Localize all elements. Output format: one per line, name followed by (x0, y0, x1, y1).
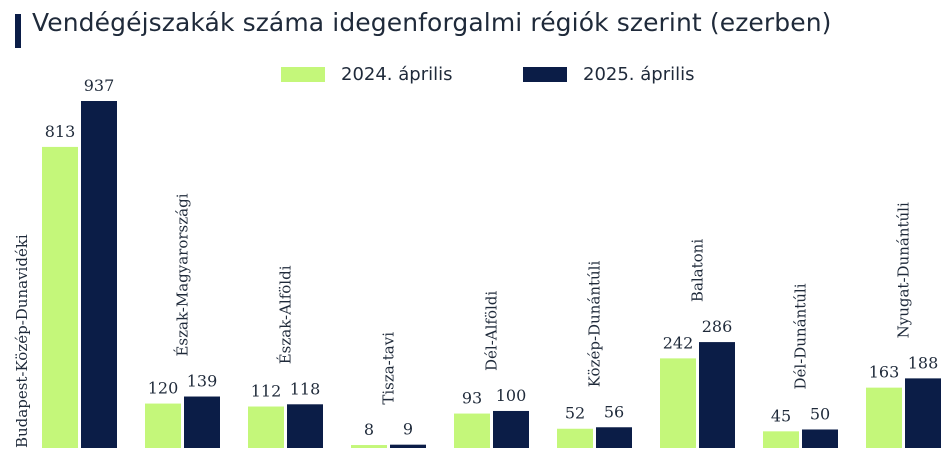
data-label-budapest-kozep-dunavideki-2024-aprilis: 813 (45, 122, 76, 141)
data-label-eszak-magyarorszagi-2025-aprilis: 139 (187, 372, 218, 391)
bar-kozep-dunantuli-2024-aprilis (557, 428, 593, 448)
bar-eszak-alfoldi-2025-aprilis (287, 404, 323, 448)
bar-balatoni-2025-aprilis (699, 342, 735, 448)
data-label-balatoni-2025-aprilis: 286 (702, 317, 733, 336)
category-label-tisza-tavi: Tisza-tavi (380, 332, 398, 405)
category-label-kozep-dunantuli: Közép-Dunántúli (586, 261, 604, 388)
data-label-tisza-tavi-2025-aprilis: 9 (403, 420, 413, 439)
bar-eszak-magyarorszagi-2024-aprilis (145, 403, 181, 448)
bar-eszak-alfoldi-2024-aprilis (248, 406, 284, 448)
bar-nyugat-dunantuli-2024-aprilis (866, 387, 902, 448)
bar-budapest-kozep-dunavideki-2025-aprilis (81, 101, 117, 448)
data-label-eszak-alfoldi-2024-aprilis: 112 (251, 382, 282, 401)
bar-del-alfoldi-2025-aprilis (493, 410, 529, 448)
legend-label-2024: 2024. április (341, 64, 453, 85)
bar-kozep-dunantuli-2025-aprilis (596, 427, 632, 448)
data-label-nyugat-dunantuli-2024-aprilis: 163 (869, 363, 900, 382)
category-label-balatoni: Balatoni (689, 239, 707, 302)
chart-legend: 2024. április 2025. április (0, 64, 946, 94)
bar-del-dunantuli-2024-aprilis (763, 431, 799, 448)
bar-eszak-magyarorszagi-2025-aprilis (184, 396, 220, 448)
data-label-tisza-tavi-2024-aprilis: 8 (364, 420, 374, 439)
data-label-nyugat-dunantuli-2025-aprilis: 188 (908, 353, 939, 372)
bar-tisza-tavi-2024-aprilis (351, 445, 387, 448)
data-label-del-alfoldi-2024-aprilis: 93 (462, 389, 482, 408)
category-label-del-dunantuli: Dél-Dunántúli (792, 283, 810, 389)
category-label-eszak-alfoldi: Észak-Alföldi (277, 265, 295, 364)
bar-budapest-kozep-dunavideki-2024-aprilis (42, 146, 78, 448)
legend-swatch-2024 (281, 67, 325, 82)
data-label-eszak-alfoldi-2025-aprilis: 118 (290, 379, 321, 398)
category-label-eszak-magyarorszagi: Észak-Magyarországi (174, 193, 192, 356)
data-label-eszak-magyarorszagi-2024-aprilis: 120 (148, 379, 179, 398)
data-label-budapest-kozep-dunavideki-2025-aprilis: 937 (84, 76, 115, 95)
legend-swatch-2025 (523, 67, 567, 82)
data-label-kozep-dunantuli-2024-aprilis: 52 (565, 404, 585, 423)
bar-del-dunantuli-2025-aprilis (802, 429, 838, 448)
chart-title: Vendégéjszakák száma idegenforgalmi régi… (32, 8, 832, 37)
legend-item-2024: 2024. április (281, 64, 453, 85)
bar-del-alfoldi-2024-aprilis (454, 413, 490, 448)
category-label-budapest-kozep-dunavideki: Budapest-Közép-Dunavidéki (13, 234, 31, 448)
category-label-del-alfoldi: Dél-Alföldi (483, 291, 501, 371)
data-label-del-dunantuli-2025-aprilis: 50 (810, 404, 830, 423)
bar-tisza-tavi-2025-aprilis (390, 444, 426, 448)
title-accent-bar (15, 14, 21, 48)
data-label-kozep-dunantuli-2025-aprilis: 56 (604, 402, 624, 421)
category-label-nyugat-dunantuli: Nyugat-Dunántúli (895, 202, 913, 338)
bar-balatoni-2024-aprilis (660, 358, 696, 448)
legend-item-2025: 2025. április (523, 64, 695, 85)
data-label-del-dunantuli-2024-aprilis: 45 (771, 406, 791, 425)
data-label-del-alfoldi-2025-aprilis: 100 (496, 386, 527, 405)
data-label-balatoni-2024-aprilis: 242 (663, 333, 694, 352)
legend-label-2025: 2025. április (583, 64, 695, 85)
bar-nyugat-dunantuli-2025-aprilis (905, 378, 941, 448)
